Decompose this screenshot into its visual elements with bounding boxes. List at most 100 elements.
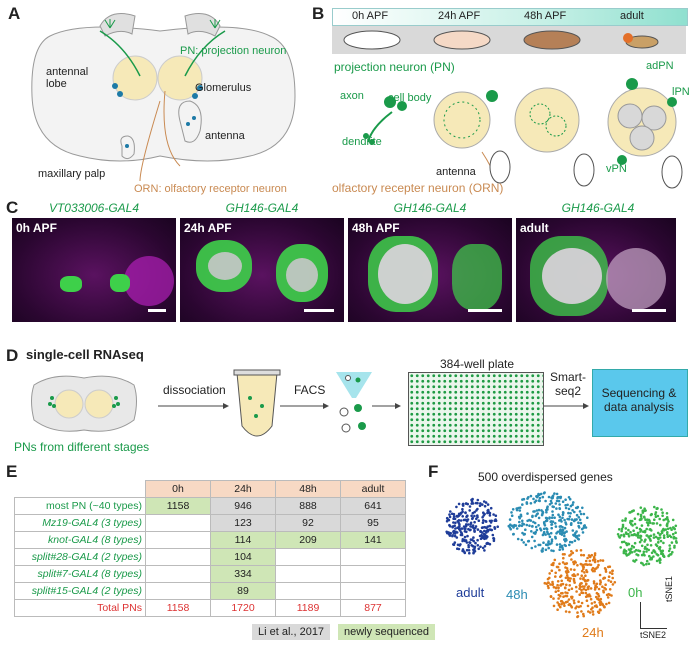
- tsne-point: [568, 540, 572, 544]
- tsne-point: [558, 507, 562, 511]
- tsne-point: [465, 548, 469, 552]
- well-plate: [408, 372, 544, 446]
- micrograph-stage-3: adult: [520, 221, 549, 235]
- table-cell: [145, 514, 211, 532]
- tsne-point: [585, 599, 589, 602]
- tsne-point: [530, 535, 534, 539]
- tsne-point: [629, 549, 632, 553]
- tsne-point: [617, 528, 621, 531]
- tsne-point: [622, 540, 626, 544]
- tsne-point: [592, 581, 596, 585]
- tsne-point: [563, 518, 566, 522]
- tsne-point: [573, 533, 577, 536]
- tsne-point: [605, 602, 608, 606]
- tsne-point: [461, 503, 465, 506]
- tsne-point: [546, 508, 549, 511]
- table-cell: 104: [210, 548, 276, 566]
- tsne-point: [653, 518, 656, 521]
- tsne-point: [575, 518, 578, 521]
- tsne-point: [481, 521, 485, 524]
- tsne-point: [550, 540, 554, 543]
- tsne-point: [582, 553, 586, 557]
- tsne-point: [662, 536, 666, 539]
- tsne-point: [463, 518, 467, 522]
- tsne-point: [540, 513, 544, 517]
- tsne-point: [579, 582, 582, 586]
- tsne-point: [616, 533, 620, 536]
- tsne-point: [624, 552, 628, 556]
- tsne-point: [553, 492, 556, 495]
- tsne-point: [666, 532, 669, 536]
- tsne-point: [579, 577, 582, 580]
- tsne-point: [576, 564, 579, 567]
- tsne-point: [580, 601, 584, 605]
- tsne-point: [668, 544, 671, 547]
- tsne-point: [567, 570, 570, 574]
- tsne-point: [571, 529, 575, 532]
- tsne-point: [481, 546, 485, 550]
- tsne-point: [530, 546, 534, 550]
- tsne-point: [572, 501, 575, 504]
- tsne-point: [575, 590, 578, 593]
- process-arrows: [158, 403, 589, 409]
- tsne-point: [642, 550, 646, 554]
- tsne-point: [579, 604, 582, 608]
- table-header-24h: 24h: [210, 480, 276, 498]
- tsne-point: [518, 520, 521, 524]
- tsne-point: [445, 516, 449, 520]
- tsne-point: [559, 496, 562, 500]
- tsne-point: [629, 530, 632, 534]
- tsne-point: [577, 538, 580, 541]
- tsne-point: [611, 576, 614, 580]
- tsne-point: [564, 594, 567, 598]
- tsne-title: 500 overdispersed genes: [478, 470, 613, 484]
- tsne-point: [659, 558, 662, 562]
- tsne-point: [555, 492, 559, 496]
- tsne-point: [638, 549, 642, 553]
- tsne-point: [558, 548, 561, 551]
- tsne-point: [494, 519, 498, 522]
- tsne-point: [541, 495, 545, 499]
- tsne-point: [572, 577, 576, 581]
- tsne-point: [588, 563, 591, 566]
- tsne-point: [642, 563, 645, 567]
- tsne-point: [454, 527, 457, 530]
- tsne-point: [558, 525, 562, 528]
- tsne-point: [466, 534, 469, 538]
- pns-label: PNs from different stages: [14, 440, 150, 454]
- tsne-point: [455, 505, 458, 509]
- tsne-point: [589, 597, 593, 601]
- tsne-point: [558, 562, 561, 566]
- tsne-point: [483, 504, 487, 508]
- tsne-point: [608, 588, 612, 591]
- tsne-point: [596, 559, 600, 563]
- tsne-point: [550, 523, 554, 526]
- tsne-point: [554, 502, 558, 505]
- tsne-point: [601, 559, 605, 562]
- tsne-point: [650, 556, 654, 560]
- tsne-point: [529, 494, 533, 498]
- sequencing-label: Sequencing & data analysis: [601, 386, 677, 414]
- cluster-label-0h: 0h: [628, 585, 643, 600]
- tsne-point: [629, 521, 632, 524]
- tsne-point: [643, 547, 647, 550]
- tsne-point: [620, 534, 623, 537]
- tsne-point: [658, 517, 661, 521]
- tsne-point: [541, 511, 545, 514]
- tsne-point: [584, 526, 588, 529]
- tsne-point: [554, 571, 557, 575]
- tsne-point: [525, 523, 529, 527]
- tsne-point: [584, 591, 588, 595]
- tsne-point: [549, 595, 553, 598]
- table-header-48h: 48h: [275, 480, 341, 498]
- tsne-point: [638, 540, 642, 544]
- tsne-point: [638, 527, 642, 531]
- tsne-point: [620, 529, 623, 533]
- tsne-point: [527, 539, 531, 543]
- tsne-point: [627, 535, 631, 538]
- tsne-point: [584, 588, 588, 592]
- tsne-point: [557, 513, 560, 516]
- tsne-point: [580, 553, 583, 557]
- table-cell: 141: [340, 531, 406, 549]
- tsne-point: [552, 505, 555, 509]
